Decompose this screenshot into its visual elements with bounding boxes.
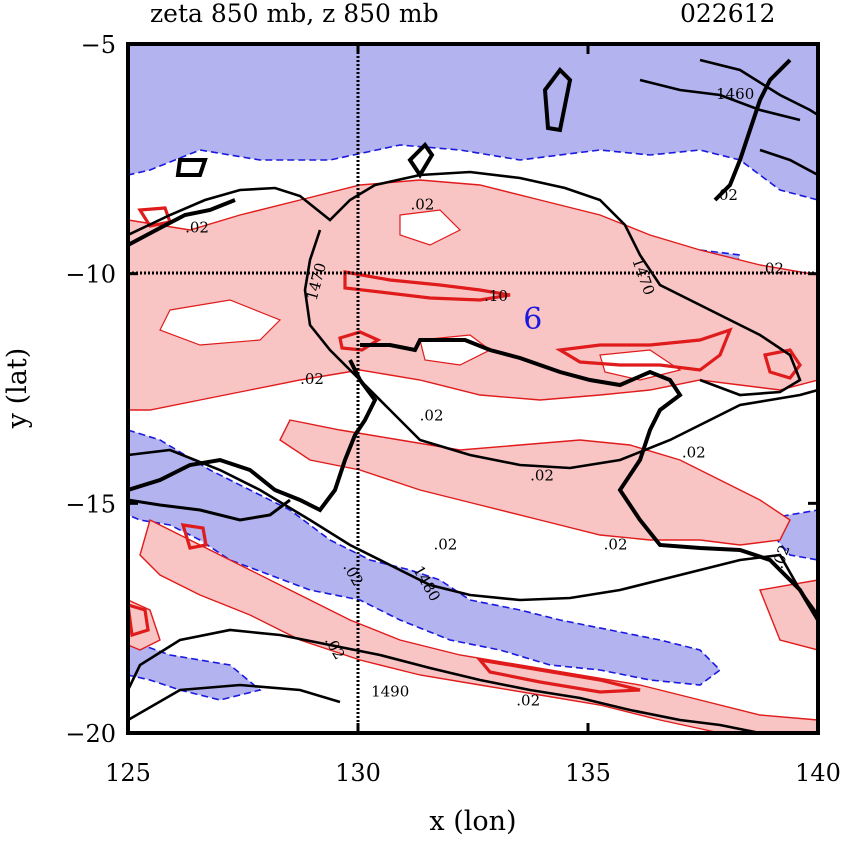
pink-region-sw-edge <box>128 599 161 651</box>
blue-region-southwest <box>128 429 722 686</box>
height-contour-thick-front <box>360 338 818 622</box>
contour-label: .02 <box>714 186 738 204</box>
chart-title: zeta 850 mb, z 850 mb <box>150 0 439 28</box>
y-tick-label: −10 <box>65 261 116 289</box>
height-contour-1490 <box>128 628 761 733</box>
y-axis-label: y (lat) <box>2 348 33 430</box>
x-axis-ticks: 125 130 135 140 <box>105 44 841 787</box>
height-contour-thick-southwest <box>128 359 378 513</box>
contour-label: .10 <box>484 287 508 305</box>
height-contours <box>128 58 818 733</box>
height-contour-thick-west <box>128 198 236 247</box>
x-axis-label: x (lon) <box>429 806 516 837</box>
strong-positive-contours <box>128 206 802 694</box>
red-contour-ten-west <box>343 270 511 302</box>
marker-label: 6 <box>523 302 542 337</box>
height-contour-1460-loop <box>542 66 573 133</box>
height-contour-1490-lower <box>128 683 341 722</box>
height-contour-northeast <box>699 58 818 117</box>
markers: 6 <box>523 302 542 337</box>
y-tick-label: −5 <box>81 31 116 59</box>
red-contour-south <box>476 657 641 694</box>
height-contour-1500 <box>128 498 291 522</box>
height-contour-1470-west <box>128 170 802 397</box>
vorticity-gaps <box>159 209 682 381</box>
contour-label: .02 <box>682 443 706 461</box>
gap-central <box>399 209 462 246</box>
height-contour-ne-3 <box>759 148 818 177</box>
gap-west <box>159 299 282 346</box>
contour-label: 1460 <box>716 85 754 103</box>
height-contour-small-loop <box>407 141 435 179</box>
contour-label: .02 <box>185 218 209 236</box>
pink-band-central <box>279 419 791 546</box>
x-tick-label: 125 <box>105 759 151 787</box>
red-contour-ten-east <box>555 327 733 372</box>
contour-label: .02 <box>300 370 324 388</box>
height-contour-ne-2 <box>639 78 801 122</box>
contour-label: 1490 <box>371 682 409 700</box>
y-tick-label: −15 <box>65 490 116 518</box>
red-contour-sw <box>180 523 208 550</box>
x-tick-label: 140 <box>795 759 841 787</box>
contour-label: .02 <box>604 535 628 553</box>
height-contour-1470-inner <box>303 229 818 470</box>
y-tick-label: −20 <box>65 720 116 748</box>
height-contour-1480 <box>128 448 818 616</box>
contour-label: .02 <box>760 260 784 278</box>
contour-label: .02 <box>516 691 540 709</box>
x-tick-label: 135 <box>565 759 611 787</box>
y-axis-ticks: −5 −10 −15 −20 <box>65 31 818 748</box>
chart-timestamp: 022612 <box>680 0 775 28</box>
contour-label: .02 <box>420 407 444 425</box>
contour-label: .02 <box>410 195 434 213</box>
blue-region-north <box>128 44 818 201</box>
contour-label: .02 <box>530 466 554 484</box>
height-contour-thick-east <box>713 58 792 202</box>
red-contour-left-edge <box>128 603 150 638</box>
x-tick-label: 130 <box>335 759 381 787</box>
height-contour-west-box <box>175 158 208 177</box>
pink-band-south <box>139 518 818 733</box>
contour-label: .02 <box>433 535 457 553</box>
plot-frame <box>126 42 820 735</box>
